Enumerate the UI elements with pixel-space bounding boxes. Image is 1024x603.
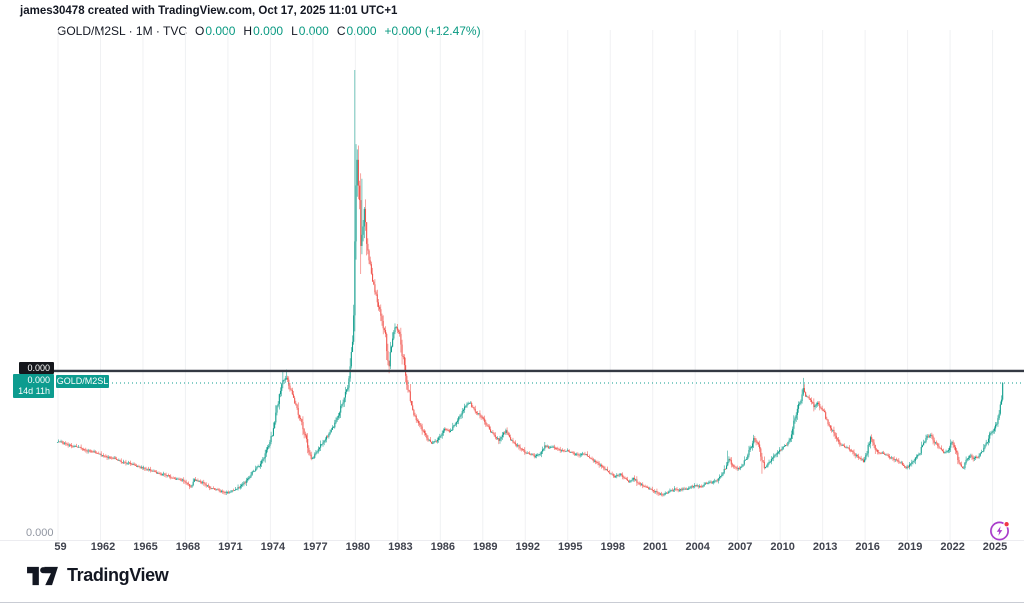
price-axis-zero-label: 0.000 [26,527,54,539]
boost-button[interactable] [988,519,1012,543]
x-axis-label: 59 [54,541,67,553]
legend: GOLD/M2SL · 1M · TVC O 0.000 H 0.000 L 0.00… [57,24,481,38]
x-axis-label: 2025 [982,541,1008,553]
x-axis-label: 2007 [727,541,753,553]
x-axis-label: 2022 [940,541,965,553]
bar-countdown: 14d 11h [18,386,50,396]
lightning-icon [990,520,1010,541]
last-price-value: 0.000 [27,375,50,385]
x-axis-label: 1968 [175,541,201,553]
legend-low: L 0.000 [291,24,329,38]
legend-high-label: H [243,24,253,38]
legend-close-label: C [336,24,346,38]
x-axis-label: 1971 [218,541,243,553]
legend-high: H 0.000 [243,24,283,38]
x-axis-label: 1977 [303,541,328,553]
time-axis[interactable]: 59 1962 1965 1968 1971 1974 1977 1980 1983 1986 19… [0,541,1024,555]
legend-low-value: 0.000 [298,24,329,38]
x-axis-label: 2010 [770,541,795,553]
x-axis-label: 1995 [558,541,583,553]
x-axis-label: 2019 [897,541,923,553]
symbol-price-label: GOLD/M2SL [56,375,109,388]
x-axis-label: 1974 [260,541,286,553]
x-axis-label: 1998 [600,541,625,553]
attribution-text: james30478 created with TradingView.com,… [20,5,398,17]
x-axis-label: 1983 [388,541,413,553]
tradingview-logo-text: TradingView [67,565,169,585]
x-axis-label: 1986 [430,541,456,553]
x-axis-label: 1989 [473,541,498,553]
legend-high-value: 0.000 [253,24,284,38]
x-axis-label: 2013 [812,541,838,553]
x-axis-label: 2016 [855,541,880,553]
tradingview-logo[interactable]: TradingView [26,565,169,586]
x-axis-label: 1992 [515,541,541,553]
last-price-badge: 0.000 14d 11h [13,374,54,398]
alert-price-value: 0.000 [27,362,50,373]
alert-price-badge[interactable]: 0.000 [19,362,54,374]
legend-symbol-title[interactable]: GOLD/M2SL · 1M · TVC [57,24,188,38]
x-axis-label: 1962 [90,541,116,553]
price-chart[interactable] [0,22,1024,556]
x-axis-label: 1965 [133,541,158,553]
tradingview-logo-icon [27,566,58,585]
notification-dot [1003,520,1010,528]
legend-low-label: L [291,24,298,38]
x-axis-label: 2004 [685,541,710,553]
x-axis-label: 1980 [345,541,371,553]
legend-close-value: 0.000 [346,24,377,38]
x-axis-label: 2001 [642,541,668,553]
legend-close: C 0.000 [337,24,377,38]
symbol-price-label-text: GOLD/M2SL [56,376,109,386]
legend-change: +0.000 (+12.47%) [384,24,481,38]
legend-open-label: O [195,24,205,38]
